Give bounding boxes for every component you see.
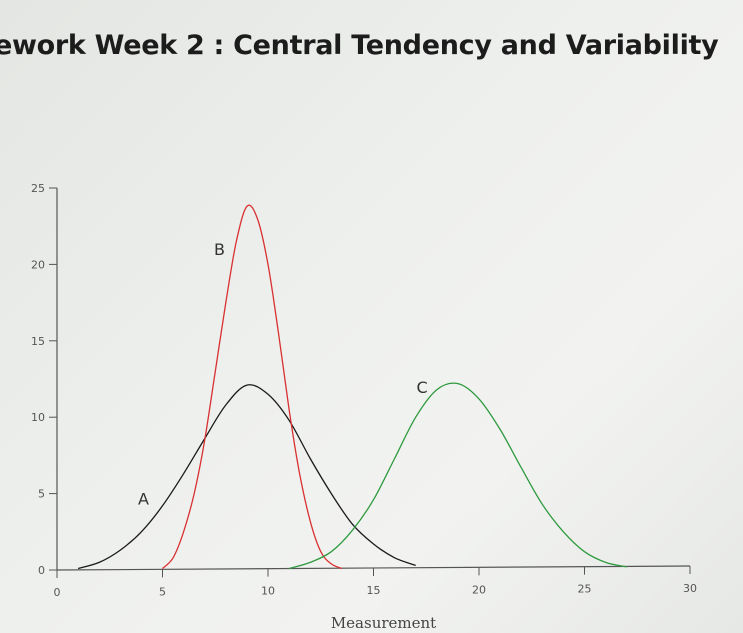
y-tick-label: 10	[31, 411, 45, 424]
series-line-b	[162, 204, 343, 570]
x-tick-label: 25	[578, 583, 592, 596]
x-tick-label: 0	[54, 586, 61, 599]
series-line-c	[288, 382, 627, 570]
chart-labels: A B C	[138, 240, 428, 508]
series-line-a	[77, 384, 416, 570]
y-tick-label: 0	[38, 564, 45, 577]
x-tick-label: 15	[367, 584, 381, 597]
curve-label-c: C	[416, 378, 427, 397]
y-tick-label: 5	[38, 488, 45, 501]
curve-label-b: B	[214, 240, 225, 259]
x-tick-label: 20	[472, 583, 486, 596]
page-title: ework Week 2 : Central Tendency and Vari…	[0, 30, 719, 61]
y-tick-label: 20	[31, 258, 45, 271]
y-tick-label: 25	[31, 182, 45, 195]
curve-label-a: A	[138, 489, 149, 508]
x-tick-label: 10	[261, 585, 275, 598]
x-tick-label: 5	[159, 585, 166, 598]
chart-series	[77, 204, 627, 570]
y-tick-label: 15	[31, 335, 45, 348]
chart-axes: 0 5 10 15 20 25 0 5 10 15 20 25 30 Measurement	[31, 182, 697, 632]
x-tick-label: 30	[683, 582, 697, 595]
x-axis-label: Measurement	[331, 614, 436, 632]
